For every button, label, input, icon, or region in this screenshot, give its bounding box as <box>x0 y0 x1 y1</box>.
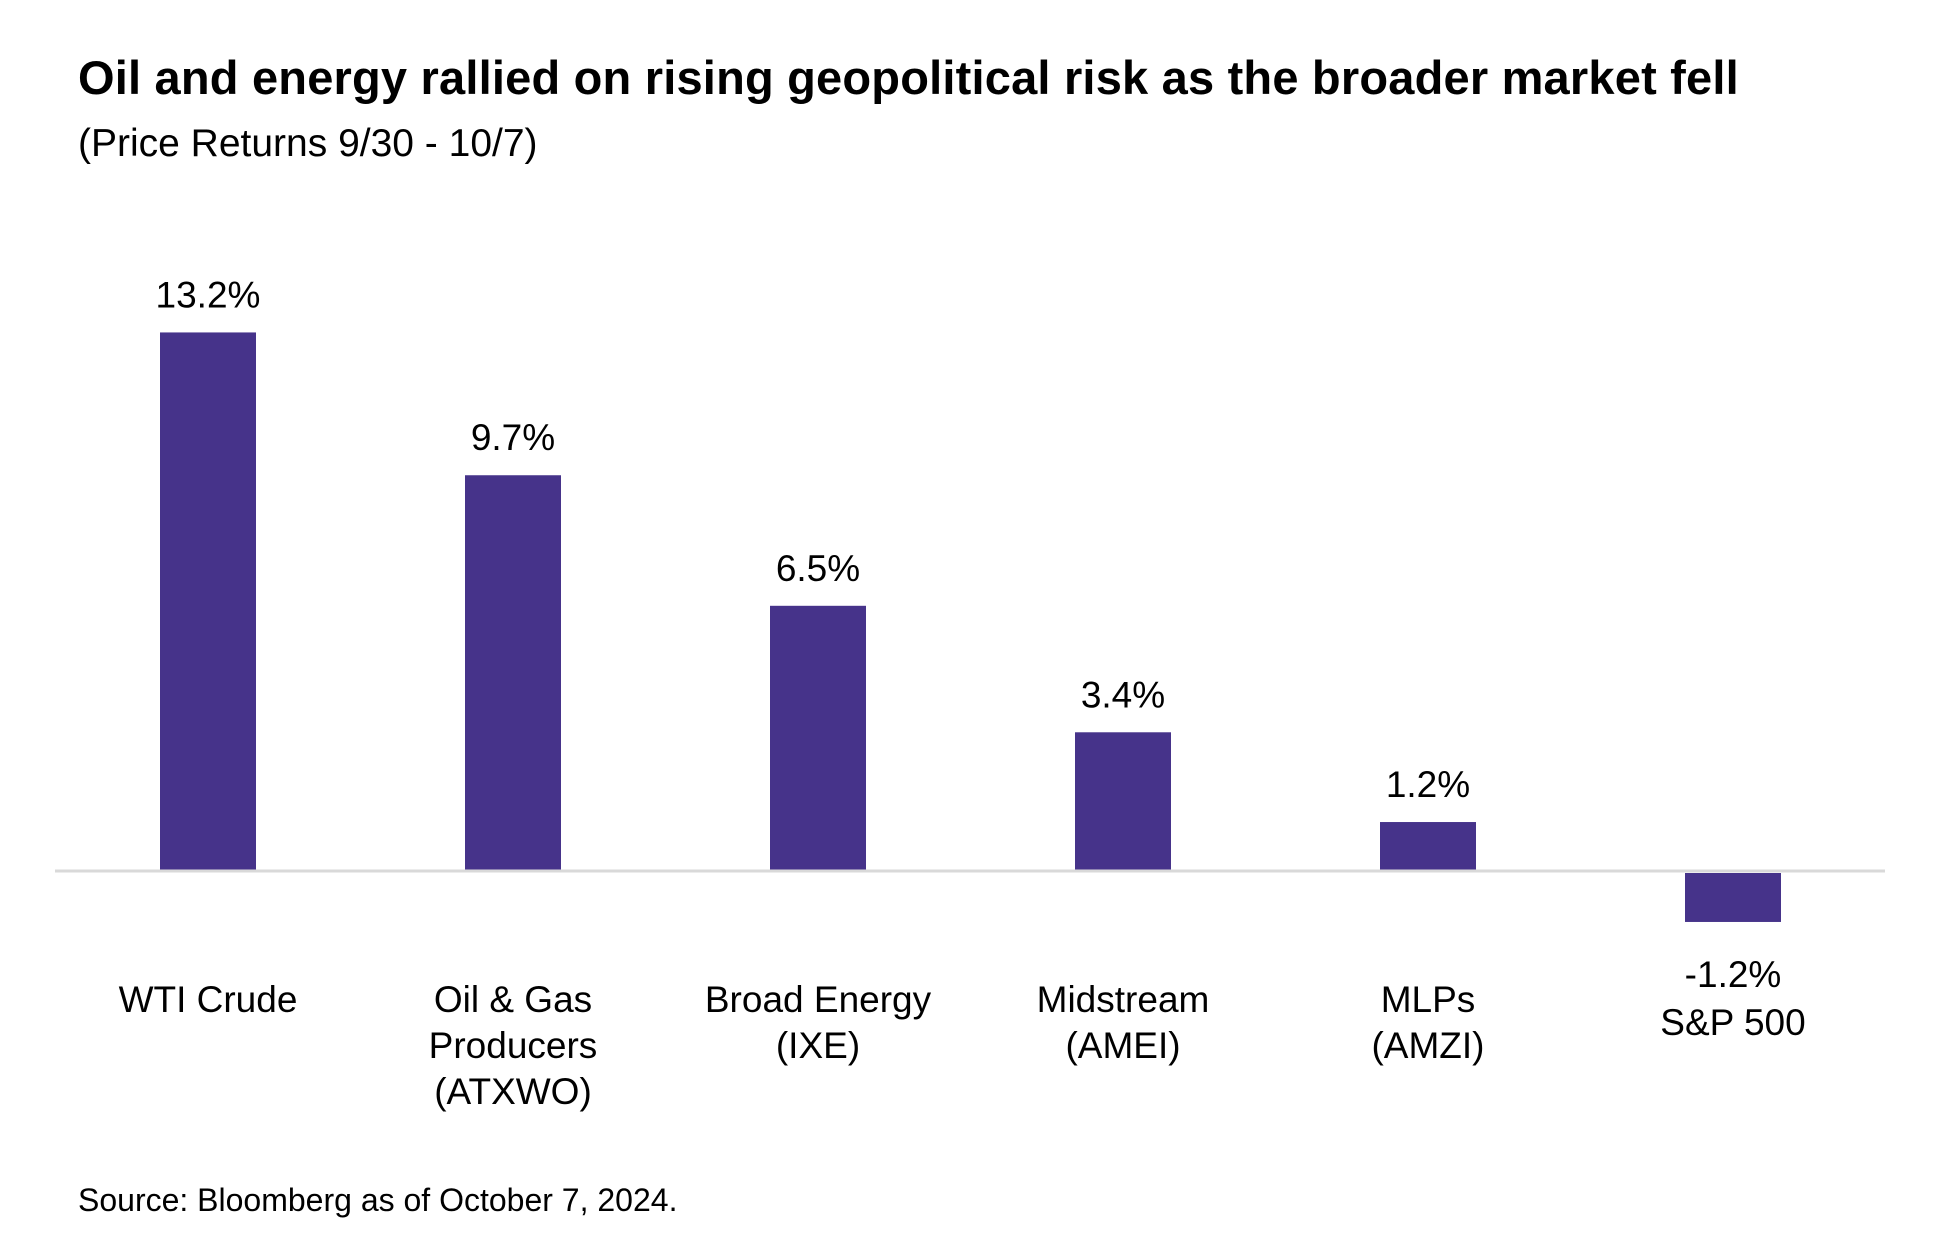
bar-5 <box>1685 873 1781 922</box>
category-label-line: Midstream <box>1037 979 1210 1020</box>
category-label-line: (AMEI) <box>1065 1025 1180 1066</box>
chart-subtitle: (Price Returns 9/30 - 10/7) <box>78 122 538 165</box>
category-label: WTI Crude <box>119 979 298 1020</box>
category-label-line: Producers <box>429 1025 598 1066</box>
value-label: -1.2% <box>1685 954 1782 995</box>
chart-title: Oil and energy rallied on rising geopoli… <box>78 51 1739 104</box>
bars-layer <box>160 332 1781 922</box>
value-label: 3.4% <box>1081 674 1165 715</box>
bar-0 <box>160 332 256 871</box>
value-label: 13.2% <box>156 274 261 315</box>
value-label: 6.5% <box>776 548 860 589</box>
bar-3 <box>1075 732 1171 871</box>
category-label-line: (ATXWO) <box>434 1071 592 1112</box>
category-label-line: WTI Crude <box>119 979 298 1020</box>
category-label-line: (AMZI) <box>1371 1025 1484 1066</box>
category-label-line: (IXE) <box>776 1025 860 1066</box>
bar-4 <box>1380 822 1476 871</box>
bar-1 <box>465 475 561 871</box>
value-label: 9.7% <box>471 417 555 458</box>
category-label: Broad Energy (IXE) <box>705 979 932 1066</box>
category-label: Oil & Gas Producers (ATXWO) <box>429 979 598 1112</box>
source-note: Source: Bloomberg as of October 7, 2024. <box>78 1182 678 1218</box>
category-label: S&P 500 <box>1660 1002 1805 1043</box>
category-label: Midstream (AMEI) <box>1037 979 1210 1066</box>
bar-2 <box>770 605 866 871</box>
category-label-line: MLPs <box>1381 979 1476 1020</box>
category-label-line: Oil & Gas <box>434 979 592 1020</box>
category-label-line: S&P 500 <box>1660 1002 1805 1043</box>
labels-layer: 13.2% WTI Crude 9.7% Oil & Gas Producers (ATX… <box>119 274 1806 1112</box>
category-label: MLPs (AMZI) <box>1371 979 1484 1066</box>
value-label: 1.2% <box>1386 764 1470 805</box>
category-label-line: Broad Energy <box>705 979 932 1020</box>
